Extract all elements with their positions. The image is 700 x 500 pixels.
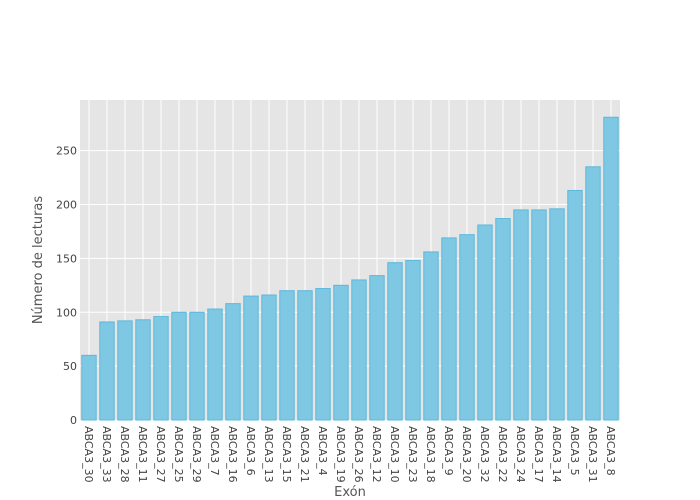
x-tick-label: ABCA3_22: [496, 426, 509, 483]
x-tick-label: ABCA3_23: [406, 426, 419, 483]
x-tick-label: ABCA3_29: [190, 426, 203, 483]
bar: [261, 294, 277, 421]
bar: [243, 295, 259, 421]
x-tick-label: ABCA3_26: [352, 426, 365, 483]
y-tick-labels: 0 50 100 150 200 250: [56, 145, 77, 427]
bar: [99, 321, 115, 421]
x-tick-label: ABCA3_28: [118, 426, 131, 483]
x-tick-label: ABCA3_32: [478, 426, 491, 483]
y-tick-label: 150: [56, 252, 77, 265]
bar: [423, 251, 439, 421]
x-tick-label: ABCA3_7: [208, 426, 221, 476]
bar: [351, 279, 367, 421]
bar: [405, 260, 421, 421]
x-tick-label: ABCA3_8: [604, 426, 617, 476]
bar: [135, 319, 151, 421]
bar: [189, 311, 205, 421]
y-tick-label: 200: [56, 199, 77, 212]
y-tick-label: 50: [63, 360, 77, 373]
bar: [153, 316, 169, 421]
bar: [171, 311, 187, 421]
x-tick-label: ABCA3_21: [298, 426, 311, 483]
y-tick-label: 100: [56, 306, 77, 319]
plot-background: [80, 100, 620, 420]
x-tick-label: ABCA3_6: [244, 426, 257, 476]
x-tick-label: ABCA3_24: [514, 426, 527, 483]
bar: [117, 320, 133, 421]
bars: [81, 116, 619, 421]
bar: [567, 190, 583, 421]
bar: [603, 116, 619, 421]
bar: [513, 209, 529, 421]
bar: [549, 208, 565, 421]
x-tick-label: ABCA3_17: [532, 426, 545, 483]
bar: [531, 209, 547, 421]
x-tick-label: ABCA3_18: [424, 426, 437, 483]
bar: [495, 218, 511, 421]
x-tick-label: ABCA3_31: [586, 426, 599, 483]
x-tick-label: ABCA3_10: [388, 426, 401, 483]
x-tick-label: ABCA3_5: [568, 426, 581, 476]
x-tick-label: ABCA3_30: [82, 426, 95, 483]
bar: [387, 262, 403, 421]
x-tick-label: ABCA3_19: [334, 426, 347, 483]
x-tick-label: ABCA3_16: [226, 426, 239, 483]
bar: [279, 290, 295, 421]
bar: [207, 308, 223, 421]
bar: [585, 166, 601, 421]
x-tick-labels: ABCA3_30 ABCA3_33 ABCA3_28 ABCA3_11 ABCA3_27…: [82, 426, 617, 483]
bar: [315, 288, 331, 421]
x-tick-label: ABCA3_13: [262, 426, 275, 483]
x-tick-label: ABCA3_25: [172, 426, 185, 483]
x-tick-label: ABCA3_11: [136, 426, 149, 483]
x-tick-label: ABCA3_20: [460, 426, 473, 483]
bar: [297, 290, 313, 421]
y-axis-title: Número de lecturas: [31, 196, 46, 325]
x-tick-label: ABCA3_14: [550, 426, 563, 483]
bar: [477, 224, 493, 421]
bar: [225, 303, 241, 421]
bar: [369, 275, 385, 421]
y-tick-label: 250: [56, 145, 77, 158]
x-tick-label: ABCA3_4: [316, 426, 329, 476]
x-tick-label: ABCA3_15: [280, 426, 293, 483]
x-tick-label: ABCA3_33: [100, 426, 113, 483]
x-tick-label: ABCA3_27: [154, 426, 167, 483]
x-axis-title: Exón: [334, 485, 366, 500]
bar: [441, 237, 457, 421]
bar: [459, 234, 475, 421]
y-tick-label: 0: [70, 414, 77, 427]
x-tick-label: ABCA3_12: [370, 426, 383, 483]
bar: [333, 284, 349, 421]
x-tick-label: ABCA3_9: [442, 426, 455, 476]
bar: [81, 354, 97, 421]
